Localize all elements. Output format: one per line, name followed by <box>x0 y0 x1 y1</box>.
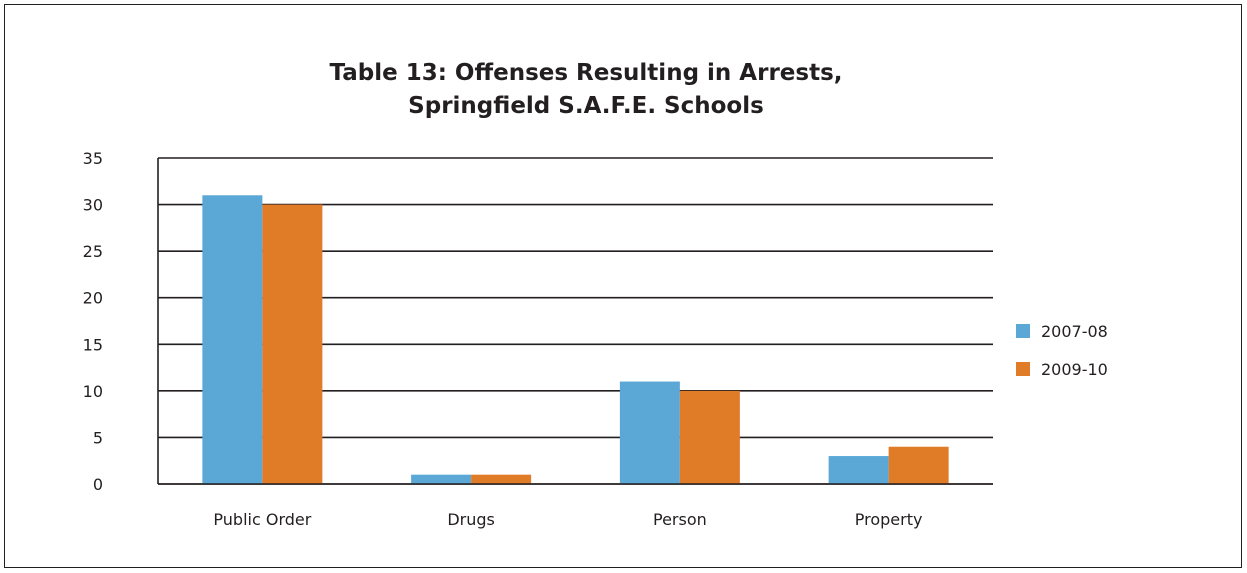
y-tick-label: 25 <box>83 242 103 261</box>
legend-label-2007-08: 2007-08 <box>1041 322 1108 341</box>
bar-public-order-2009-10 <box>262 204 323 485</box>
x-category-label: Public Order <box>213 510 311 529</box>
legend-label-2009-10: 2009-10 <box>1041 360 1108 379</box>
chart-title: Table 13: Offenses Resulting in Arrests, <box>330 60 843 86</box>
y-tick-label: 5 <box>93 428 103 447</box>
bar-person-2007-08 <box>619 381 680 484</box>
legend-swatch-2007-08 <box>1016 324 1030 338</box>
y-tick-label: 10 <box>83 382 103 401</box>
chart-subtitle: Springfield S.A.F.E. Schools <box>408 93 764 119</box>
bar-drugs-2009-10 <box>471 474 532 484</box>
x-category-label: Person <box>653 510 707 529</box>
y-tick-label: 15 <box>83 335 103 354</box>
y-tick-label: 20 <box>83 289 103 308</box>
y-tick-label: 0 <box>93 475 103 494</box>
bar-property-2009-10 <box>888 446 949 484</box>
x-category-label: Drugs <box>447 510 495 529</box>
legend-swatch-2009-10 <box>1016 362 1030 376</box>
y-tick-label: 35 <box>83 149 103 168</box>
x-category-label: Property <box>855 510 923 529</box>
y-axis-ticks: 0 5 10 15 20 25 30 35 <box>83 149 103 494</box>
x-axis-categories: Public Order Drugs Person Property <box>213 510 922 529</box>
legend: 2007-08 2009-10 <box>1016 322 1108 379</box>
y-tick-label: 30 <box>83 196 103 215</box>
bar-person-2009-10 <box>679 390 740 484</box>
bar-drugs-2007-08 <box>411 474 472 484</box>
bars <box>158 195 993 485</box>
bar-public-order-2007-08 <box>202 195 263 484</box>
bar-property-2007-08 <box>828 456 889 484</box>
